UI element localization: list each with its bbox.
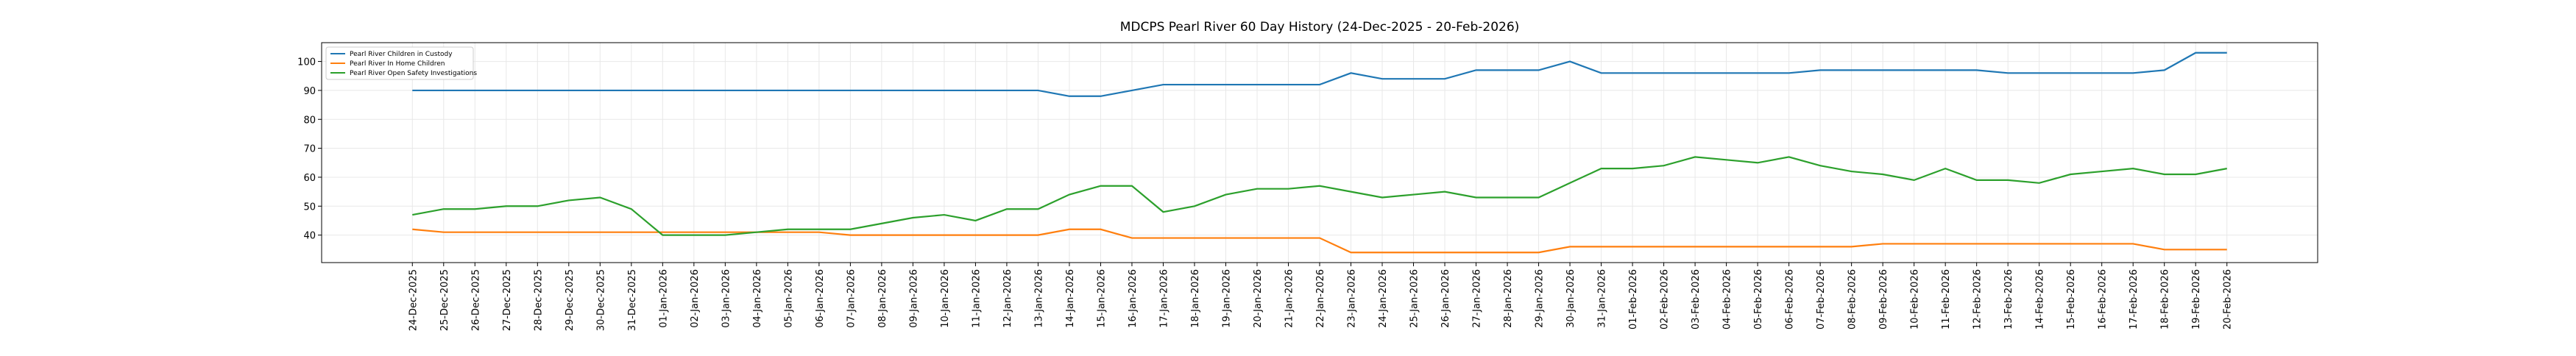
x-tick-label: 22-Jan-2026 [1315,269,1326,328]
x-tick-label: 02-Jan-2026 [690,269,701,328]
chart-title: MDCPS Pearl River 60 Day History (24-Dec… [1120,20,1520,35]
x-tick-label: 18-Feb-2026 [2160,269,2171,330]
x-tick-label: 09-Feb-2026 [1878,269,1889,330]
legend-label: Pearl River In Home Children [350,60,445,68]
x-tick-label: 01-Jan-2026 [658,269,669,328]
x-tick-label: 11-Jan-2026 [971,269,982,328]
y-tick-label: 90 [303,86,316,97]
x-tick-label: 29-Jan-2026 [1535,269,1546,328]
y-tick-label: 50 [303,202,316,213]
x-tick-label: 10-Feb-2026 [1910,269,1921,330]
x-tick-label: 10-Jan-2026 [940,269,951,328]
x-tick-label: 15-Jan-2026 [1096,269,1107,328]
x-tick-label: 01-Feb-2026 [1628,269,1639,330]
x-tick-label: 26-Dec-2025 [470,269,481,331]
line [412,51,2227,97]
x-tick-label: 21-Jan-2026 [1284,269,1295,328]
line [412,156,2227,236]
x-tick-label: 05-Jan-2026 [783,269,794,328]
x-tick-label: 11-Feb-2026 [1941,269,1952,330]
x-tick-label: 04-Feb-2026 [1722,269,1733,330]
x-tick-label: 24-Dec-2025 [408,269,419,331]
x-tick-label: 31-Jan-2026 [1597,269,1608,328]
plot-frame [321,42,2318,263]
x-tick-label: 27-Jan-2026 [1472,269,1483,328]
x-tick-label: 12-Jan-2026 [1002,269,1013,328]
y-tick-label: 60 [303,173,316,184]
x-tick-label: 09-Jan-2026 [908,269,919,328]
x-tick-label: 03-Feb-2026 [1691,269,1702,330]
x-tick-label: 06-Feb-2026 [1785,269,1796,330]
x-tick-label: 08-Jan-2026 [877,269,888,328]
x-tick-label: 17-Feb-2026 [2129,269,2140,330]
x-tick-label: 27-Dec-2025 [502,269,513,331]
x-tick-label: 02-Feb-2026 [1660,269,1671,330]
x-tick-label: 06-Jan-2026 [815,269,826,328]
x-tick-label: 04-Jan-2026 [752,269,763,328]
line [412,228,2227,254]
x-tick-label: 13-Jan-2026 [1033,269,1044,328]
x-tick-label: 24-Jan-2026 [1378,269,1389,328]
x-tick-label: 15-Feb-2026 [2066,269,2077,330]
x-tick-label: 30-Dec-2025 [595,269,606,331]
x-tick-label: 13-Feb-2026 [2003,269,2014,330]
legend-label: Pearl River Children in Custody [350,51,453,58]
x-tick-label: 26-Jan-2026 [1440,269,1451,328]
x-tick-label: 05-Feb-2026 [1753,269,1764,330]
x-tick-label: 16-Feb-2026 [2098,269,2109,330]
x-tick-label: 20-Feb-2026 [2223,269,2234,330]
x-tick-label: 19-Feb-2026 [2191,269,2202,330]
x-tick-label: 14-Feb-2026 [2035,269,2046,330]
x-tick-label: 25-Dec-2025 [439,269,450,331]
y-tick-label: 70 [303,144,316,155]
x-tick-label: 07-Feb-2026 [1816,269,1827,330]
y-tick-label: 100 [297,57,316,68]
x-tick-label: 23-Jan-2026 [1347,269,1358,328]
legend-box [325,46,474,80]
x-tick-label: 07-Jan-2026 [846,269,857,328]
x-tick-label: 14-Jan-2026 [1065,269,1076,328]
x-tick-label: 31-Dec-2025 [627,269,638,331]
x-tick-label: 18-Jan-2026 [1190,269,1201,328]
x-tick-label: 19-Jan-2026 [1221,269,1232,328]
y-tick-label: 40 [303,231,316,242]
x-tick-label: 29-Dec-2025 [565,269,576,331]
x-tick-label: 08-Feb-2026 [1847,269,1858,330]
x-tick-label: 17-Jan-2026 [1158,269,1170,328]
x-tick-label: 25-Jan-2026 [1409,269,1420,328]
x-tick-label: 16-Jan-2026 [1128,269,1139,328]
x-tick-label: 12-Feb-2026 [1972,269,1984,330]
x-tick-label: 03-Jan-2026 [721,269,732,328]
y-tick-label: 80 [303,115,316,126]
x-tick-label: 30-Jan-2026 [1565,269,1577,328]
x-tick-label: 20-Jan-2026 [1253,269,1264,328]
x-tick-label: 28-Jan-2026 [1503,269,1514,328]
legend-label: Pearl River Open Safety Investigations [350,70,477,77]
x-tick-label: 28-Dec-2025 [533,269,544,331]
